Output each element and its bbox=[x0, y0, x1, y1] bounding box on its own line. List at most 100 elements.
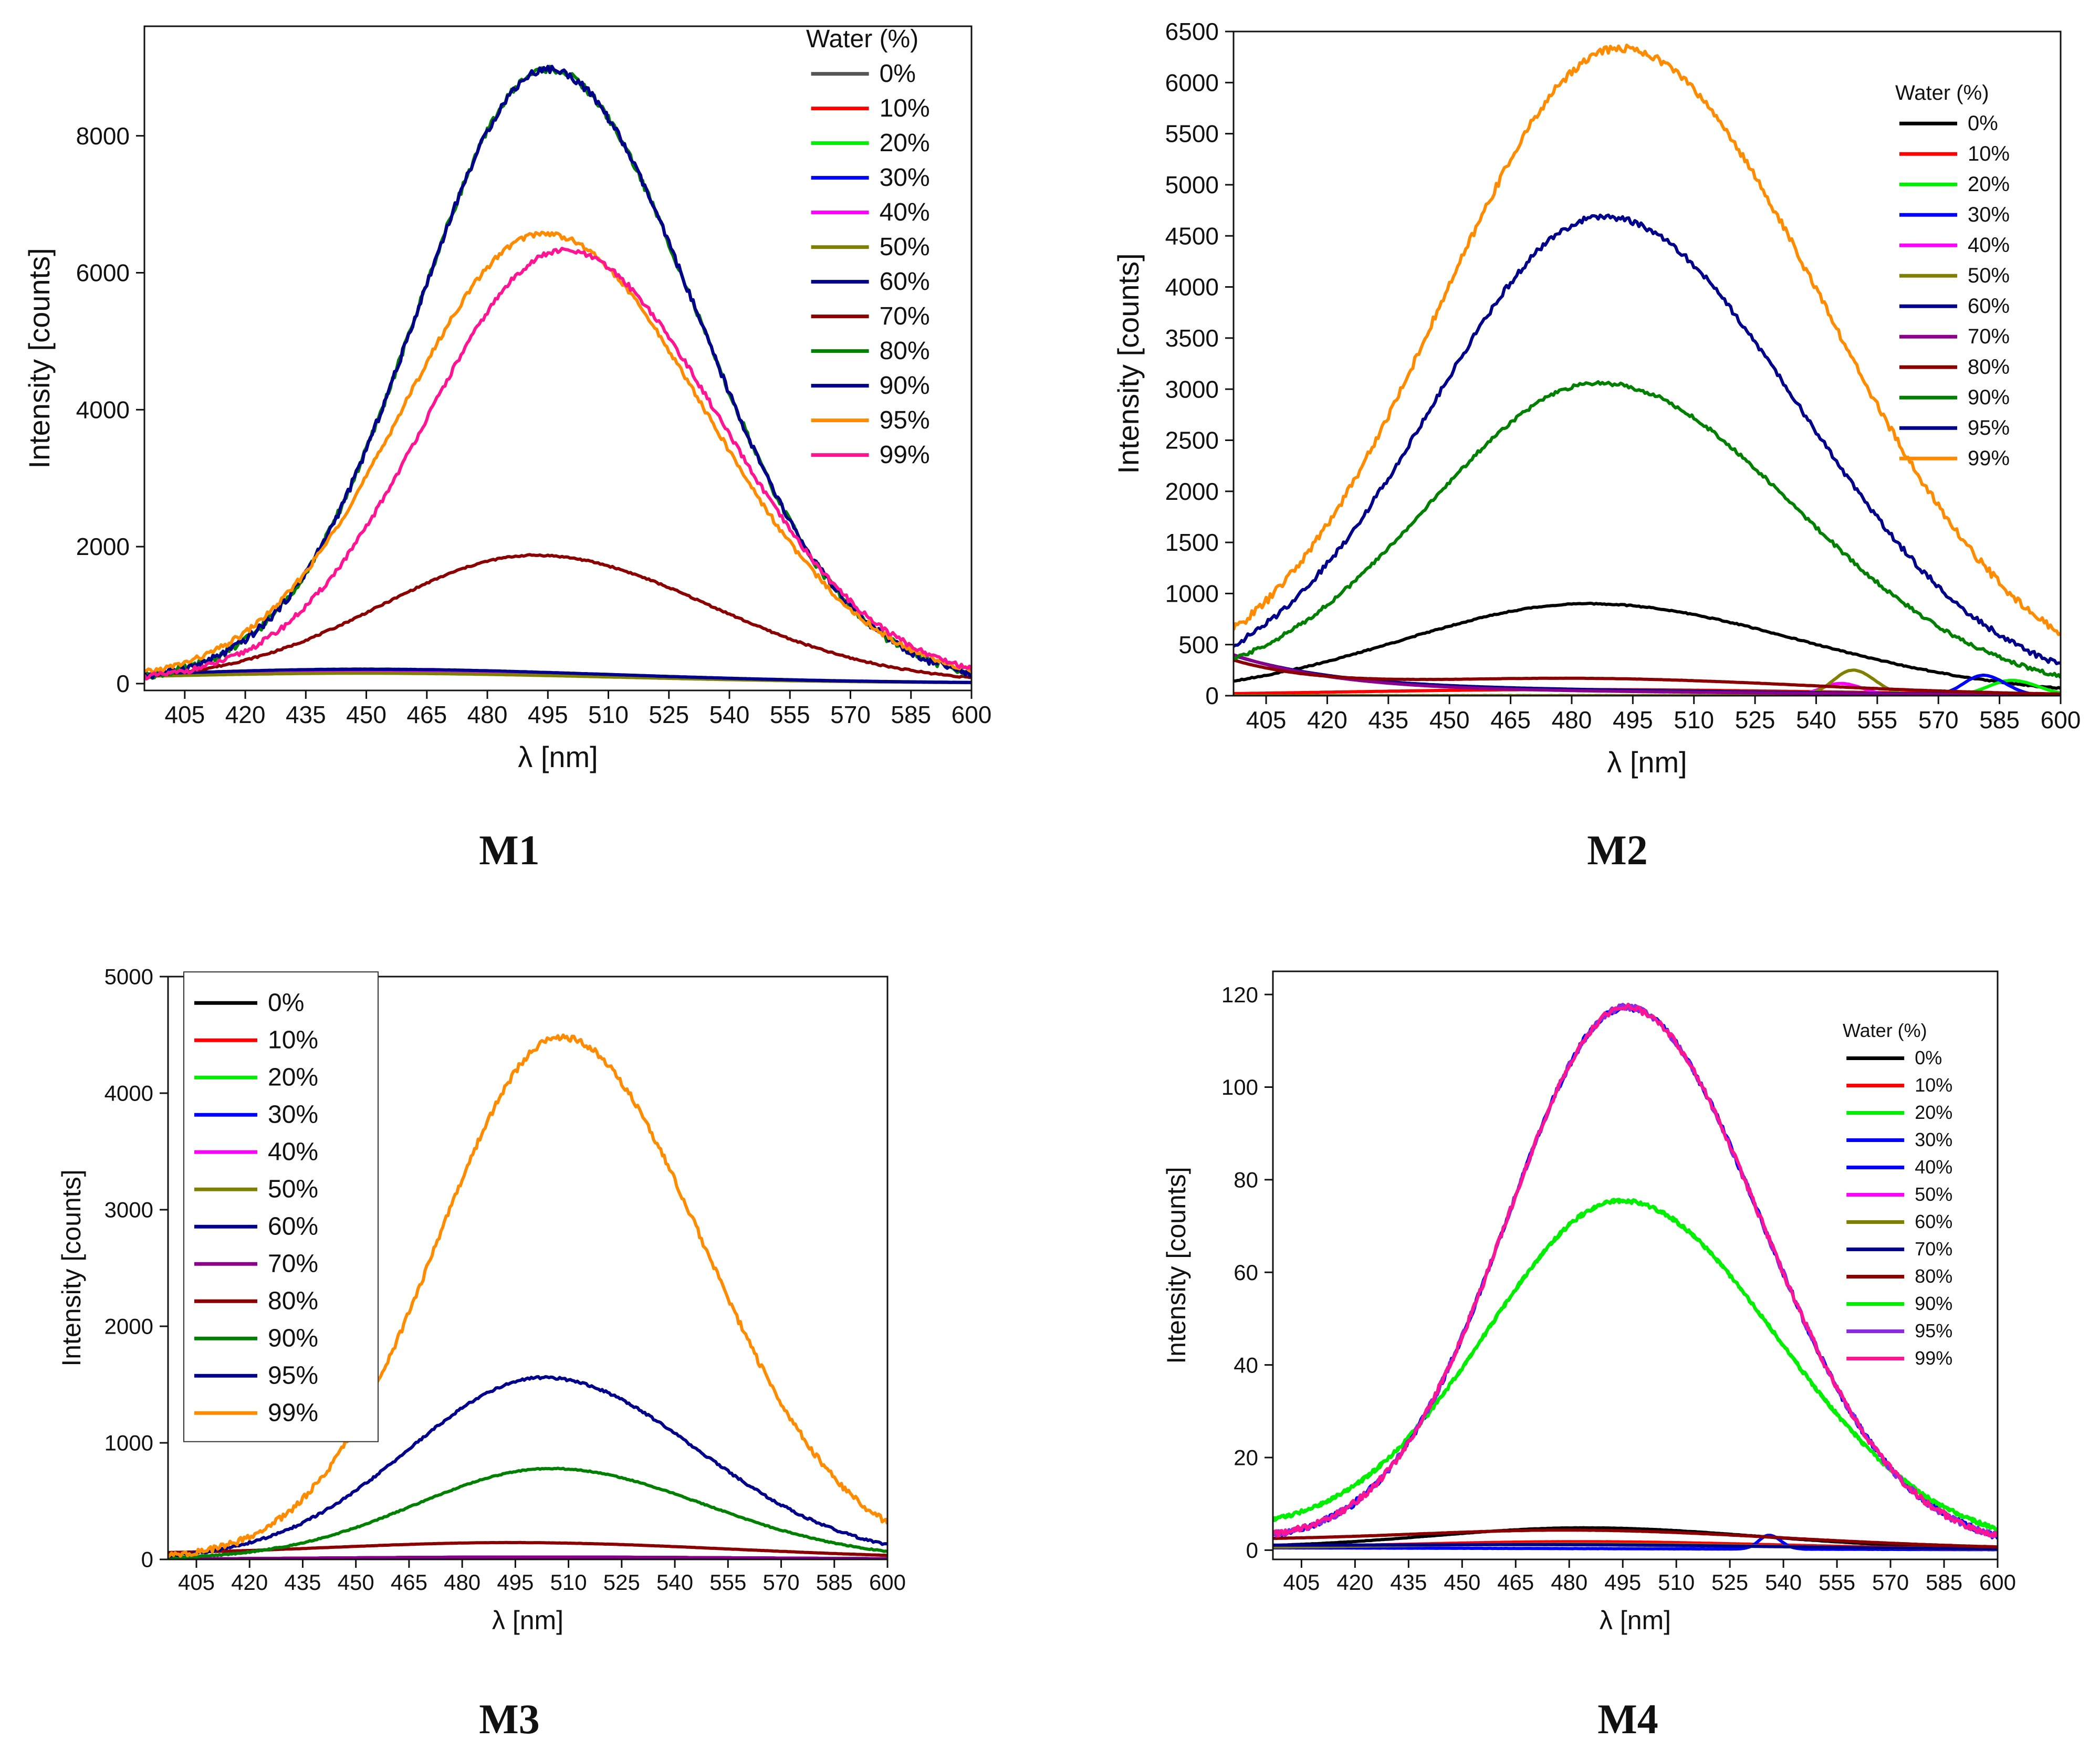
legend-label: 99% bbox=[1968, 447, 2010, 470]
legend-label: 60% bbox=[1968, 295, 2010, 318]
x-axis-label: λ [nm] bbox=[1607, 746, 1687, 779]
legend-label: 95% bbox=[1915, 1320, 1952, 1342]
legend-box bbox=[183, 971, 379, 1442]
y-tick-label: 60 bbox=[1234, 1260, 1258, 1285]
x-tick-label: 510 bbox=[1674, 706, 1714, 733]
legend-label: 90% bbox=[1915, 1293, 1952, 1314]
y-tick-label: 6000 bbox=[1165, 69, 1219, 96]
x-tick-label: 405 bbox=[1283, 1570, 1320, 1595]
series-line-95pct bbox=[1234, 213, 2061, 665]
legend-label: 50% bbox=[268, 1176, 318, 1203]
x-tick-label: 570 bbox=[762, 1570, 799, 1595]
legend-title: Water (%) bbox=[806, 25, 918, 53]
series-group bbox=[1234, 44, 2061, 696]
y-tick-label: 2000 bbox=[76, 533, 130, 560]
x-tick-label: 495 bbox=[1604, 1570, 1641, 1595]
legend-label: 20% bbox=[268, 1064, 318, 1092]
y-tick-label: 1000 bbox=[1165, 580, 1219, 607]
legend-label: 30% bbox=[1915, 1129, 1952, 1150]
chart-panel-m2: 405 420 435 450 465 480 495 510 525 540 555 570 585 6… bbox=[1050, 0, 2100, 819]
legend-label: 20% bbox=[880, 129, 930, 157]
x-tick-label: 405 bbox=[164, 701, 205, 728]
legend-label: 0% bbox=[1915, 1047, 1942, 1068]
legend-label: 70% bbox=[268, 1250, 318, 1278]
legend-label: 20% bbox=[1915, 1102, 1952, 1123]
y-tick-label: 8000 bbox=[76, 122, 130, 150]
legend: Water (%) 0% 10% 20% 30% 40% 50% 60% 70% 80% 90% 95… bbox=[1843, 1020, 1952, 1369]
y-axis-label: Intensity [counts] bbox=[1112, 253, 1145, 474]
y-tick-label: 5000 bbox=[105, 965, 153, 989]
y-tick-label: 2000 bbox=[105, 1314, 153, 1339]
x-tick-label: 420 bbox=[225, 701, 266, 728]
legend-label: 30% bbox=[880, 164, 930, 192]
x-tick-label: 555 bbox=[1819, 1570, 1855, 1595]
legend-label: 0% bbox=[268, 989, 304, 1017]
y-tick-label: 1000 bbox=[105, 1431, 153, 1455]
caption-m4: M4 bbox=[1597, 1696, 1658, 1743]
legend-label: 99% bbox=[268, 1399, 318, 1427]
chart-panel-m4: 405 420 435 450 465 480 495 510 525 540 555 570 585 6… bbox=[1050, 935, 2100, 1659]
series-line-95pct bbox=[144, 230, 971, 674]
series-line-99pct bbox=[168, 1033, 887, 1558]
y-tick-label: 4000 bbox=[76, 396, 130, 423]
y-tick-label: 100 bbox=[1221, 1075, 1258, 1099]
legend-label: 60% bbox=[268, 1213, 318, 1241]
x-tick-label: 585 bbox=[891, 701, 931, 728]
caption-m1: M1 bbox=[479, 827, 540, 874]
x-tick-label: 480 bbox=[444, 1570, 480, 1595]
x-tick-label: 570 bbox=[1918, 706, 1959, 733]
legend-label: 10% bbox=[880, 95, 930, 122]
legend-label: 95% bbox=[1968, 416, 2010, 439]
x-tick-label: 525 bbox=[649, 701, 689, 728]
y-tick-label: 5000 bbox=[1165, 171, 1219, 198]
x-tick-label: 585 bbox=[1926, 1570, 1962, 1595]
legend-label: 40% bbox=[880, 198, 930, 226]
x-tick-label: 450 bbox=[346, 701, 386, 728]
series-group bbox=[168, 1033, 887, 1559]
y-axis-label: Intensity [counts] bbox=[23, 248, 56, 468]
x-tick-label: 465 bbox=[391, 1570, 427, 1595]
x-tick-label: 420 bbox=[1336, 1570, 1373, 1595]
legend-label: 70% bbox=[1915, 1238, 1952, 1260]
x-tick-label: 540 bbox=[1796, 706, 1836, 733]
x-tick-label: 600 bbox=[1979, 1570, 2016, 1595]
legend-label: 80% bbox=[1915, 1265, 1952, 1287]
x-tick-label: 525 bbox=[1711, 1570, 1748, 1595]
series-line-90pct bbox=[168, 1466, 887, 1559]
x-tick-label: 420 bbox=[231, 1570, 268, 1595]
caption-m3: M3 bbox=[479, 1696, 540, 1743]
x-tick-label: 510 bbox=[550, 1570, 587, 1595]
plot-frame bbox=[1272, 970, 1999, 1560]
y-tick-label: 6500 bbox=[1165, 18, 1219, 45]
chart-panel-m3: 405 420 435 450 465 480 495 510 525 540 555 570 585 6… bbox=[0, 935, 1050, 1659]
legend-label: 0% bbox=[880, 60, 916, 88]
legend-label: 70% bbox=[880, 302, 930, 330]
legend-label: 80% bbox=[880, 337, 930, 365]
series-line-80pct bbox=[1273, 1528, 1998, 1549]
x-tick-label: 555 bbox=[770, 701, 810, 728]
x-tick-label: 600 bbox=[869, 1570, 906, 1595]
series-line-99pct bbox=[1273, 1003, 1998, 1538]
legend-label: 90% bbox=[880, 372, 930, 400]
legend-label: 90% bbox=[1968, 386, 2010, 409]
x-tick-label: 495 bbox=[497, 1570, 534, 1595]
x-tick-label: 480 bbox=[467, 701, 508, 728]
legend-label: 60% bbox=[1915, 1211, 1952, 1232]
x-tick-label: 585 bbox=[1979, 706, 2020, 733]
legend-label: 80% bbox=[1968, 355, 2010, 379]
x-tick-label: 555 bbox=[1857, 706, 1897, 733]
legend-label: 50% bbox=[880, 233, 930, 261]
x-tick-label: 435 bbox=[1390, 1570, 1427, 1595]
x-tick-label: 450 bbox=[338, 1570, 374, 1595]
y-tick-label: 4500 bbox=[1165, 222, 1219, 249]
series-line-70pct bbox=[1234, 653, 2061, 696]
x-tick-label: 450 bbox=[1429, 706, 1470, 733]
legend-label: 50% bbox=[1968, 264, 2010, 287]
chart-m1: 405 420 435 450 465 480 495 510 525 540 555 570 585 6… bbox=[23, 25, 992, 773]
y-tick-label: 0 bbox=[141, 1547, 153, 1572]
chart-panel-m1: 405 420 435 450 465 480 495 510 525 540 555 570 585 6… bbox=[0, 0, 1050, 819]
y-tick-label: 40 bbox=[1234, 1353, 1258, 1377]
x-tick-label: 480 bbox=[1552, 706, 1592, 733]
x-axis-label: λ [nm] bbox=[1600, 1606, 1671, 1635]
x-tick-label: 450 bbox=[1444, 1570, 1480, 1595]
